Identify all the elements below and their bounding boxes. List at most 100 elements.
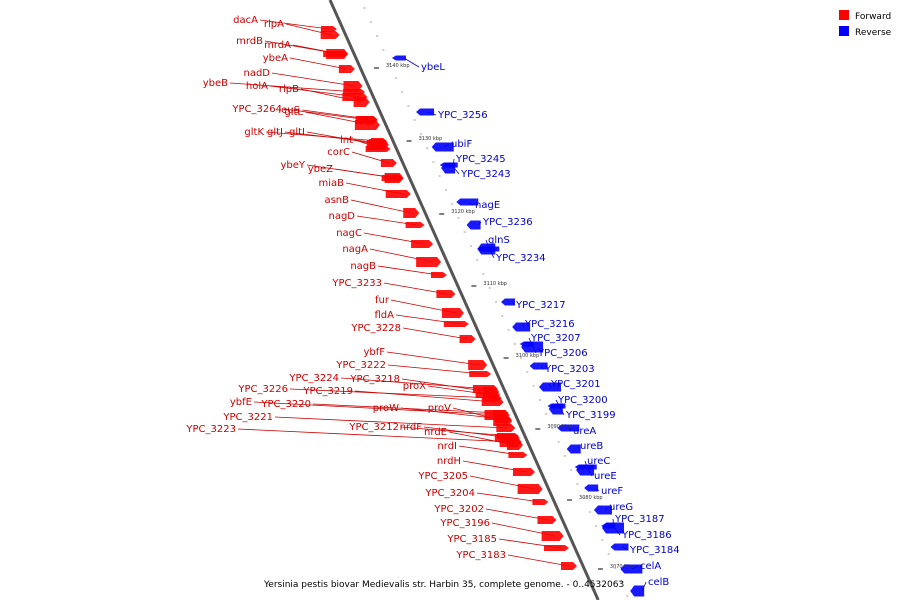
label-ypc-3186[interactable]: YPC_3186: [621, 530, 672, 541]
label-ypc-3206[interactable]: YPC_3206: [537, 348, 588, 359]
label-ypc-3224[interactable]: YPC_3224: [288, 373, 339, 384]
label-ypc-3264[interactable]: YPC_3264: [231, 104, 282, 115]
gene-nrdh[interactable]: [512, 468, 535, 476]
label-prov[interactable]: proV: [428, 403, 451, 414]
label-ureb[interactable]: ureB: [580, 441, 603, 452]
label-uref[interactable]: ureF: [601, 486, 623, 497]
gene-ypc-3234[interactable]: [477, 246, 500, 252]
label-daca[interactable]: dacA: [233, 15, 258, 26]
label-asnb[interactable]: asnB: [324, 195, 349, 206]
label-nagd[interactable]: nagD: [328, 211, 355, 222]
label-ypc-3256[interactable]: YPC_3256: [437, 110, 488, 121]
label-ypc-3199[interactable]: YPC_3199: [565, 410, 616, 421]
label-ybfe[interactable]: ybfE: [230, 397, 252, 408]
label-urea[interactable]: ureA: [573, 426, 596, 437]
label-cela[interactable]: celA: [640, 561, 661, 572]
label-urec[interactable]: ureC: [587, 456, 610, 467]
gene-ypc-3183[interactable]: [561, 562, 578, 570]
label-naga[interactable]: nagA: [342, 244, 368, 255]
gene-nagb[interactable]: [430, 272, 447, 278]
gene-ubif[interactable]: [431, 142, 454, 152]
gene-ureb[interactable]: [566, 444, 581, 454]
label-ybff[interactable]: ybfF: [363, 347, 385, 358]
gene-nadd[interactable]: [343, 81, 363, 91]
gene-corc[interactable]: [380, 159, 397, 167]
gene-ybea[interactable]: [338, 65, 355, 73]
label-corc[interactable]: corC: [327, 147, 350, 158]
gene-ypc-3256[interactable]: [416, 108, 435, 116]
label-gltj[interactable]: gltJ: [267, 127, 283, 138]
gene-celb[interactable]: [630, 585, 645, 597]
label-nrde[interactable]: nrdE: [424, 427, 447, 438]
label-ypc-3226[interactable]: YPC_3226: [237, 384, 288, 395]
label-hola[interactable]: holA: [246, 81, 268, 92]
label-nrdf[interactable]: nrdF: [400, 422, 423, 433]
label-mrda[interactable]: mrdA: [264, 40, 291, 51]
label-ypc-3184[interactable]: YPC_3184: [629, 545, 680, 556]
gene-daca[interactable]: [320, 26, 337, 32]
label-ypc-3185[interactable]: YPC_3185: [446, 534, 497, 545]
gene-rlpb[interactable]: [353, 97, 370, 107]
label-ypc-3219[interactable]: YPC_3219: [302, 386, 353, 397]
label-fur[interactable]: fur: [375, 295, 390, 306]
gene-nage[interactable]: [456, 198, 479, 206]
label-ypc-3243[interactable]: YPC_3243: [460, 169, 511, 180]
gene-flda[interactable]: [443, 321, 469, 327]
gene-ypc-3233[interactable]: [436, 290, 456, 298]
label-prow[interactable]: proW: [373, 403, 399, 414]
gene-cela[interactable]: [620, 564, 643, 574]
label-glti[interactable]: gltI: [289, 127, 305, 138]
label-ypc-3187[interactable]: YPC_3187: [614, 514, 665, 525]
gene-ypc-3184[interactable]: [610, 543, 629, 551]
label-ypc-3202[interactable]: YPC_3202: [433, 504, 484, 515]
label-ybel[interactable]: ybeL: [421, 62, 445, 73]
gene-fur[interactable]: [441, 308, 464, 318]
gene-ypc-3219[interactable]: [481, 398, 504, 406]
gene-ypc-3201[interactable]: [538, 382, 561, 392]
label-ypc-3218[interactable]: YPC_3218: [349, 374, 400, 385]
label-ubif[interactable]: ubiF: [451, 139, 472, 150]
gene-ypc-3186[interactable]: [601, 523, 616, 529]
label-ypc-3196[interactable]: YPC_3196: [439, 518, 490, 529]
label-ypc-3205[interactable]: YPC_3205: [417, 471, 468, 482]
label-ypc-3216[interactable]: YPC_3216: [524, 319, 575, 330]
label-ybez[interactable]: ybeZ: [308, 164, 333, 175]
label-celb[interactable]: celB: [648, 577, 669, 588]
label-ypc-3203[interactable]: YPC_3203: [544, 364, 595, 375]
label-ypc-3222[interactable]: YPC_3222: [335, 360, 386, 371]
label-ypc-3183[interactable]: YPC_3183: [455, 550, 506, 561]
label-nagb[interactable]: nagB: [350, 261, 376, 272]
label-ybea[interactable]: ybeA: [263, 53, 288, 64]
gene-prov[interactable]: [493, 416, 513, 426]
label-ypc-3201[interactable]: YPC_3201: [550, 379, 601, 390]
label-ypc-3221[interactable]: YPC_3221: [222, 412, 273, 423]
label-ypc-3234[interactable]: YPC_3234: [495, 253, 546, 264]
gene-ypc-3203[interactable]: [529, 362, 548, 370]
gene-urea[interactable]: [557, 424, 580, 432]
label-flda[interactable]: fldA: [375, 310, 395, 321]
gene-nagd[interactable]: [405, 222, 425, 228]
gene-ypc-3196[interactable]: [541, 531, 564, 541]
gene-uref[interactable]: [584, 484, 599, 492]
label-miab[interactable]: miaB: [318, 178, 344, 189]
label-gltk[interactable]: gltK: [244, 127, 264, 138]
label-ypc-3236[interactable]: YPC_3236: [482, 217, 533, 228]
label-ypc-3200[interactable]: YPC_3200: [557, 395, 608, 406]
label-prox[interactable]: proX: [403, 381, 426, 392]
gene-nagc[interactable]: [411, 240, 434, 248]
gene-ypc-3216[interactable]: [512, 322, 531, 332]
label-nadd[interactable]: nadD: [243, 68, 270, 79]
gene-ybez[interactable]: [381, 175, 404, 181]
gene-mrda[interactable]: [323, 51, 349, 57]
gene-ypc-3228[interactable]: [459, 335, 476, 343]
gene-miab[interactable]: [385, 190, 411, 198]
label-ypc-3212[interactable]: YPC_3212: [348, 422, 399, 433]
label-mrdb[interactable]: mrdB: [236, 36, 263, 47]
gene-uree[interactable]: [574, 464, 597, 470]
gene-ypc-3204[interactable]: [532, 499, 549, 505]
label-glns[interactable]: glnS: [488, 235, 510, 246]
gene-prox[interactable]: [475, 392, 501, 398]
gene-ureg[interactable]: [593, 505, 612, 515]
label-rlpa[interactable]: rlpA: [264, 19, 284, 30]
label-nage[interactable]: nagE: [475, 200, 500, 211]
